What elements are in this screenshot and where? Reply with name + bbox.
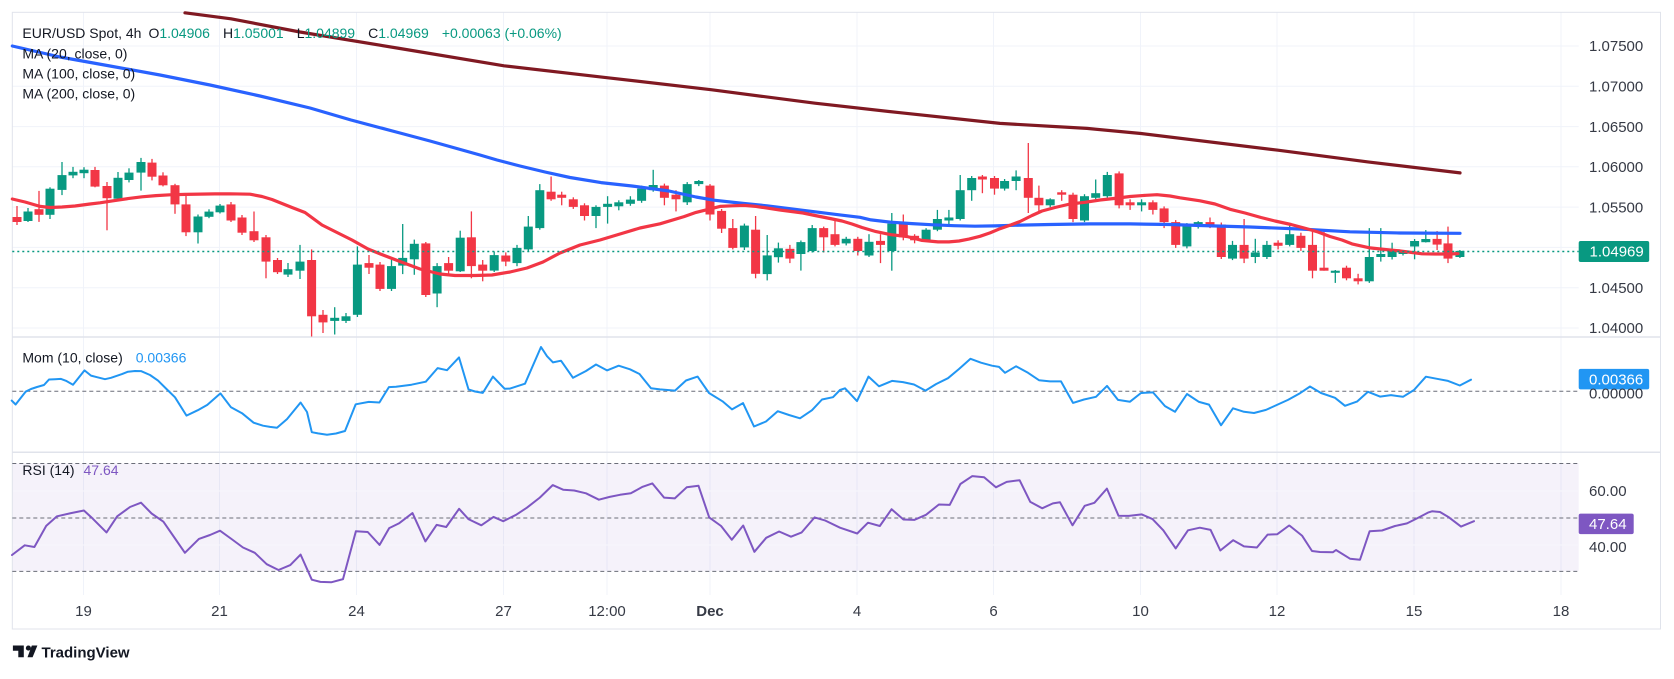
svg-text:1.05500: 1.05500 (1589, 199, 1643, 216)
svg-text:RSI (14)47.64: RSI (14) 47.64 (22, 462, 118, 478)
svg-text:19: 19 (75, 603, 92, 620)
svg-text:MA (100, close, 0): MA (100, close, 0) (22, 66, 135, 82)
svg-text:27: 27 (495, 603, 512, 620)
svg-text:6: 6 (989, 603, 997, 620)
svg-text:18: 18 (1553, 603, 1570, 620)
svg-text:12:00: 12:00 (588, 603, 626, 620)
svg-text:1.04000: 1.04000 (1589, 320, 1643, 337)
svg-text:60.00: 60.00 (1589, 483, 1627, 500)
svg-text:Mom (10, close)0.00366: Mom (10, close) 0.00366 (22, 350, 186, 366)
svg-text:1.06000: 1.06000 (1589, 159, 1643, 176)
svg-text:1.04500: 1.04500 (1589, 280, 1643, 297)
svg-text:MA (200, close, 0): MA (200, close, 0) (22, 86, 135, 102)
svg-text:24: 24 (348, 603, 365, 620)
svg-text:0.00366: 0.00366 (1589, 371, 1643, 388)
svg-text:Dec: Dec (696, 603, 724, 620)
svg-text:47.64: 47.64 (1589, 516, 1627, 533)
svg-text:MA (20, close, 0): MA (20, close, 0) (22, 46, 127, 62)
svg-text:0.00000: 0.00000 (1589, 386, 1643, 403)
svg-text:TradingView: TradingView (42, 644, 130, 661)
svg-text:10: 10 (1132, 603, 1149, 620)
svg-text:15: 15 (1406, 603, 1423, 620)
svg-text:4: 4 (853, 603, 861, 620)
svg-text:40.00: 40.00 (1589, 539, 1627, 556)
svg-text:1.07000: 1.07000 (1589, 78, 1643, 95)
svg-text:12: 12 (1269, 603, 1286, 620)
svg-text:1.06500: 1.06500 (1589, 119, 1643, 136)
svg-text:1.07500: 1.07500 (1589, 38, 1643, 55)
svg-text:1.04969: 1.04969 (1590, 244, 1644, 261)
svg-text:21: 21 (211, 603, 228, 620)
